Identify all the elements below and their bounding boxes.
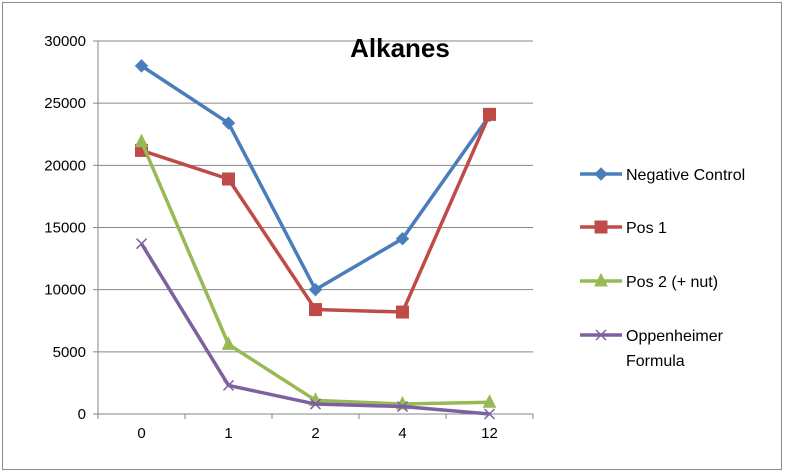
data-point — [483, 408, 496, 420]
x-tick-label: 4 — [398, 425, 406, 442]
legend-item-3: Oppenheimer Formula — [580, 328, 724, 370]
legend-label: Negative Control — [626, 167, 745, 184]
data-point — [396, 401, 409, 413]
legend-item-2: Pos 2 (+ nut) — [580, 272, 718, 291]
legend-label: Oppenheimer — [626, 328, 724, 345]
series-line — [140, 242, 490, 416]
legend-label: Pos 1 — [626, 220, 667, 237]
y-tick-label: 5000 — [53, 344, 86, 361]
y-tick-label: 30000 — [44, 33, 86, 50]
chart-title: Alkanes — [350, 33, 450, 63]
data-point — [309, 398, 322, 410]
data-point — [134, 59, 149, 73]
x-tick-label: 1 — [224, 425, 232, 442]
marker-stroke — [222, 379, 235, 391]
legend-item-0: Negative Control — [580, 167, 745, 184]
marker-stroke — [309, 398, 322, 410]
series-3 — [135, 238, 496, 420]
y-tick-label: 0 — [78, 406, 86, 423]
series-1 — [135, 107, 496, 319]
series-line — [140, 64, 491, 292]
data-point — [221, 116, 236, 130]
data-point — [395, 231, 410, 246]
legend-swatch-marker — [594, 272, 608, 287]
marker-stroke — [135, 238, 148, 250]
y-tick-label: 10000 — [44, 282, 86, 299]
x-tick-label: 0 — [137, 425, 145, 442]
marker-stroke — [595, 329, 607, 341]
chart-frame — [2, 2, 782, 470]
series-line — [139, 141, 490, 406]
marker-stroke — [396, 401, 409, 413]
data-point — [482, 394, 497, 408]
legend: Negative Control Pos 1 Pos 2 (+ nut) Oppenh… — [580, 167, 745, 370]
series-2 — [134, 133, 497, 410]
data-point — [309, 303, 322, 317]
series-0 — [134, 59, 497, 297]
legend-label: Formula — [626, 353, 685, 370]
data-point — [222, 172, 235, 186]
legend-item-1: Pos 1 — [580, 220, 667, 237]
y-tick-label: 15000 — [44, 220, 86, 237]
series-group — [134, 59, 497, 420]
data-point — [308, 282, 323, 297]
legend-swatch-marker — [594, 167, 608, 181]
marker-stroke — [483, 408, 496, 420]
series-line — [140, 113, 492, 314]
data-point — [135, 238, 148, 250]
y-tick-label: 20000 — [44, 157, 86, 174]
legend-swatch-marker — [595, 329, 607, 341]
data-point — [483, 107, 496, 121]
x-tick-label: 2 — [311, 425, 319, 442]
y-tick-label: 25000 — [44, 95, 86, 112]
legend-swatch-marker — [594, 220, 608, 234]
data-point — [221, 336, 236, 350]
legend-label: Pos 2 (+ nut) — [626, 274, 718, 291]
x-tick-label: 12 — [481, 425, 498, 442]
data-point — [222, 379, 235, 391]
x-axis-ticks: 0 1 2 4 12 — [97, 414, 534, 442]
data-point — [134, 133, 149, 148]
y-axis-ticks: 0 5000 10000 15000 20000 25000 30000 — [44, 33, 98, 423]
data-point — [396, 305, 409, 319]
